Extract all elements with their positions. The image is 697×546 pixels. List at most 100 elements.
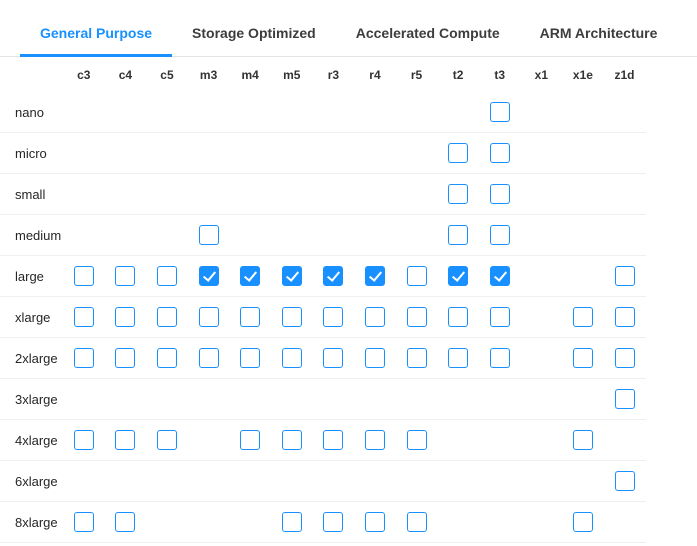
checkbox-2xlarge-r5[interactable] (406, 348, 427, 368)
cell-2xlarge-c4 (105, 338, 147, 378)
checkbox-xlarge-z1d[interactable] (614, 307, 635, 327)
cell-xlarge-m4 (229, 297, 271, 337)
cell-medium-x1e (562, 215, 604, 255)
checkbox-nano-t3[interactable] (489, 102, 510, 122)
checkbox-3xlarge-z1d[interactable] (614, 389, 635, 409)
checkbox-large-t3[interactable] (489, 266, 510, 286)
cell-medium-t2 (437, 215, 479, 255)
checkbox-micro-t2[interactable] (448, 143, 469, 163)
checkbox-2xlarge-t3[interactable] (489, 348, 510, 368)
checkbox-4xlarge-r5[interactable] (406, 430, 427, 450)
cell-xlarge-r4 (354, 297, 396, 337)
checkbox-8xlarge-r3[interactable] (323, 512, 344, 532)
checkbox-large-t2[interactable] (448, 266, 469, 286)
cell-xlarge-t3 (479, 297, 521, 337)
checkbox-xlarge-r3[interactable] (323, 307, 344, 327)
cell-nano-r4 (354, 92, 396, 132)
cell-xlarge-x1e (562, 297, 604, 337)
cell-6xlarge-x1e (562, 461, 604, 501)
checkbox-xlarge-r4[interactable] (364, 307, 385, 327)
checkbox-medium-m3[interactable] (198, 225, 219, 245)
cell-3xlarge-m3 (188, 379, 230, 419)
checkbox-4xlarge-m5[interactable] (281, 430, 302, 450)
checkbox-8xlarge-c3[interactable] (73, 512, 94, 532)
checkbox-large-r5[interactable] (406, 266, 427, 286)
column-header-c4: c4 (118, 67, 133, 82)
checkbox-large-r4[interactable] (364, 266, 385, 286)
row-label-micro: micro (15, 145, 47, 161)
cell-nano-c5 (146, 92, 188, 132)
checkbox-2xlarge-x1e[interactable] (572, 348, 593, 368)
cell-small-t3 (479, 174, 521, 214)
checkbox-xlarge-m4[interactable] (240, 307, 261, 327)
checkbox-large-c5[interactable] (156, 266, 177, 286)
cell-8xlarge-z1d (604, 502, 646, 542)
cell-micro-r3 (313, 133, 355, 173)
checkbox-large-m3[interactable] (198, 266, 219, 286)
row-label-4xlarge: 4xlarge (15, 432, 58, 448)
checkbox-xlarge-c3[interactable] (73, 307, 94, 327)
checkbox-xlarge-t3[interactable] (489, 307, 510, 327)
tab-storage-optimized[interactable]: Storage Optimized (192, 25, 316, 41)
checkbox-xlarge-c5[interactable] (156, 307, 177, 327)
checkbox-medium-t2[interactable] (448, 225, 469, 245)
checkbox-large-c3[interactable] (73, 266, 94, 286)
checkbox-2xlarge-m4[interactable] (240, 348, 261, 368)
row-4xlarge: 4xlarge (0, 420, 646, 461)
checkbox-4xlarge-x1e[interactable] (572, 430, 593, 450)
checkbox-2xlarge-c3[interactable] (73, 348, 94, 368)
checkbox-4xlarge-r4[interactable] (364, 430, 385, 450)
checkbox-medium-t3[interactable] (489, 225, 510, 245)
checkbox-large-r3[interactable] (323, 266, 344, 286)
checkbox-xlarge-m3[interactable] (198, 307, 219, 327)
checkbox-2xlarge-t2[interactable] (448, 348, 469, 368)
cell-3xlarge-c4 (105, 379, 147, 419)
checkbox-8xlarge-m5[interactable] (281, 512, 302, 532)
checkbox-2xlarge-z1d[interactable] (614, 348, 635, 368)
cell-medium-x1 (521, 215, 563, 255)
tab-accelerated-compute[interactable]: Accelerated Compute (355, 25, 500, 41)
cell-small-m4 (229, 174, 271, 214)
tab-arm-architecture[interactable]: ARM Architecture (539, 25, 658, 41)
column-header-m3: m3 (199, 67, 218, 82)
cell-nano-x1e (562, 92, 604, 132)
checkbox-2xlarge-m5[interactable] (281, 348, 302, 368)
checkbox-micro-t3[interactable] (489, 143, 510, 163)
checkbox-xlarge-t2[interactable] (448, 307, 469, 327)
checkbox-small-t3[interactable] (489, 184, 510, 204)
checkbox-xlarge-r5[interactable] (406, 307, 427, 327)
cell-2xlarge-t3 (479, 338, 521, 378)
checkbox-4xlarge-c3[interactable] (73, 430, 94, 450)
checkbox-2xlarge-r4[interactable] (364, 348, 385, 368)
cell-4xlarge-t2 (437, 420, 479, 460)
cell-xlarge-c4 (105, 297, 147, 337)
cell-nano-t3 (479, 92, 521, 132)
checkbox-8xlarge-r5[interactable] (406, 512, 427, 532)
checkbox-2xlarge-r3[interactable] (323, 348, 344, 368)
checkbox-2xlarge-m3[interactable] (198, 348, 219, 368)
checkbox-large-z1d[interactable] (614, 266, 635, 286)
cell-8xlarge-c4 (105, 502, 147, 542)
column-header-t2: t2 (452, 67, 464, 82)
tab-bar: General Purpose Storage Optimized Accelera… (0, 0, 697, 57)
checkbox-large-m5[interactable] (281, 266, 302, 286)
cell-micro-r5 (396, 133, 438, 173)
checkbox-xlarge-x1e[interactable] (572, 307, 593, 327)
checkbox-xlarge-m5[interactable] (281, 307, 302, 327)
checkbox-4xlarge-m4[interactable] (240, 430, 261, 450)
checkbox-8xlarge-c4[interactable] (115, 512, 136, 532)
checkbox-xlarge-c4[interactable] (115, 307, 136, 327)
checkbox-6xlarge-z1d[interactable] (614, 471, 635, 491)
checkbox-4xlarge-c5[interactable] (156, 430, 177, 450)
checkbox-8xlarge-x1e[interactable] (572, 512, 593, 532)
checkbox-2xlarge-c5[interactable] (156, 348, 177, 368)
tab-general-purpose[interactable]: General Purpose (20, 25, 173, 57)
checkbox-2xlarge-c4[interactable] (115, 348, 136, 368)
checkbox-large-m4[interactable] (240, 266, 261, 286)
checkbox-small-t2[interactable] (448, 184, 469, 204)
checkbox-4xlarge-r3[interactable] (323, 430, 344, 450)
checkbox-4xlarge-c4[interactable] (115, 430, 136, 450)
cell-micro-c4 (105, 133, 147, 173)
checkbox-8xlarge-r4[interactable] (364, 512, 385, 532)
checkbox-large-c4[interactable] (115, 266, 136, 286)
